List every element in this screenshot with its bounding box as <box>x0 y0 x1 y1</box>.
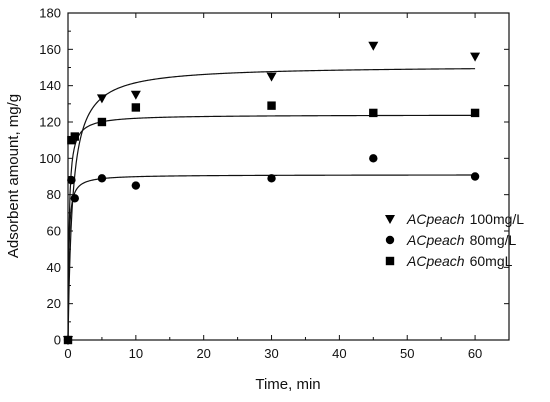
x-axis-title: Time, min <box>255 376 320 393</box>
fit-curve-0 <box>67 68 476 341</box>
legend-name-rest: 60mgL <box>470 253 513 269</box>
data-point-1-3 <box>97 174 107 183</box>
x-tick-label: 0 <box>64 346 71 361</box>
data-point-1-1 <box>67 175 76 185</box>
x-tick-label: 20 <box>196 346 210 361</box>
legend-entry-2: ACpeach 60mgL <box>406 253 513 269</box>
data-point-2-3 <box>97 117 107 127</box>
y-tick-label: 20 <box>47 296 61 311</box>
data-point-2-5 <box>267 101 276 110</box>
legend-name-rest: 80mg/L <box>470 232 517 248</box>
legend-entry-0: ACpeach 100mg/L <box>406 211 524 227</box>
y-tick-label: 80 <box>47 187 61 202</box>
legend-name-italic: ACpeach <box>406 211 465 227</box>
y-tick-label: 160 <box>39 42 61 57</box>
data-point-2-6 <box>369 108 378 118</box>
data-point-1-6 <box>369 154 378 163</box>
data-point-1-4 <box>131 181 141 190</box>
x-tick-label: 60 <box>468 346 482 361</box>
data-point-2-7 <box>470 108 480 118</box>
y-tick-label: 100 <box>39 151 61 166</box>
data-point-0-1 <box>96 94 107 104</box>
legend-name-italic: ACpeach <box>406 232 465 248</box>
y-tick-label: 180 <box>39 6 61 21</box>
data-point-1-2 <box>70 194 79 203</box>
y-tick-label: 40 <box>47 260 61 275</box>
y-tick-label: 140 <box>39 78 61 93</box>
data-point-1-7 <box>470 172 480 181</box>
legend-name-italic: ACpeach <box>406 253 465 269</box>
data-point-1-5 <box>267 174 276 183</box>
legend-entry-1: ACpeach 80mg/L <box>406 232 517 248</box>
x-tick-label: 30 <box>264 346 278 361</box>
data-point-0-5 <box>470 52 481 62</box>
y-tick-label: 0 <box>54 333 61 348</box>
y-tick-label: 120 <box>39 115 61 130</box>
axis-ticks: 0 10 20 30 40 50 60 0 20 40 60 80 100 120 140 160 180 <box>39 6 509 361</box>
data-points <box>63 41 481 345</box>
data-point-2-2 <box>70 132 79 141</box>
data-point-2-0 <box>63 335 73 345</box>
legend: ACpeach 100mg/L ACpeach 80mg/L ACpeach 60mgL <box>385 211 524 269</box>
y-tick-label: 60 <box>47 224 61 239</box>
data-point-2-4 <box>131 103 141 112</box>
legend-marker-2 <box>385 256 395 266</box>
x-tick-label: 10 <box>129 346 143 361</box>
x-tick-label: 40 <box>332 346 346 361</box>
data-point-0-2 <box>130 90 141 100</box>
legend-marker-1 <box>385 235 395 245</box>
fit-curve-2 <box>67 114 476 341</box>
data-point-0-3 <box>266 72 277 82</box>
legend-name-rest: 100mg/L <box>470 211 525 227</box>
x-tick-label: 50 <box>400 346 414 361</box>
y-axis-title: Adsorbent amount, mg/g <box>5 94 22 258</box>
data-point-0-4 <box>368 41 379 51</box>
legend-marker-0 <box>385 215 395 224</box>
